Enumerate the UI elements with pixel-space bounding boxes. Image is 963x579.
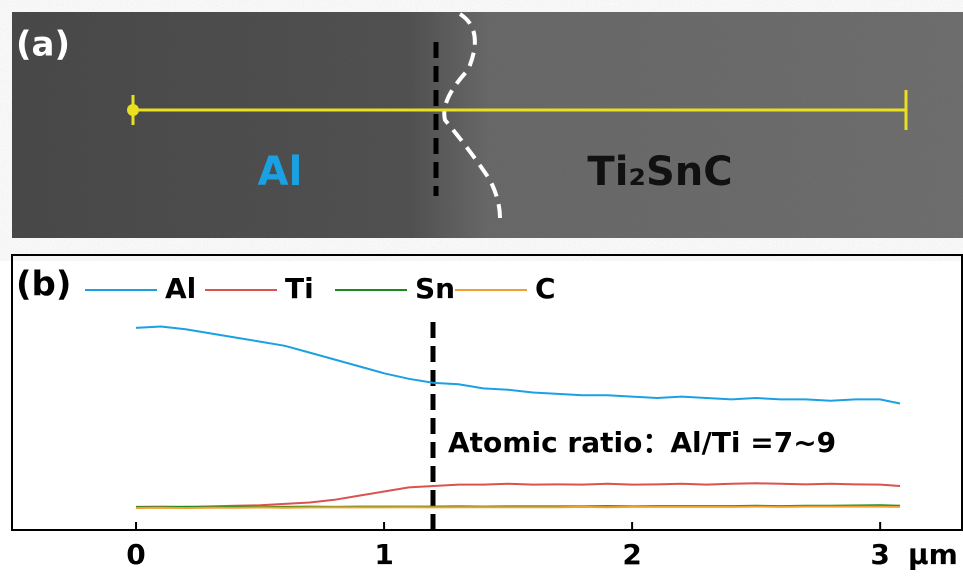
- x-tick-label: 2: [622, 538, 641, 571]
- legend-label: Al: [165, 272, 196, 305]
- plot-frame: [11, 254, 963, 531]
- phase-label: Ti₂SnC: [587, 149, 732, 195]
- sem-panel: (a) Al Ti₂SnC: [12, 12, 963, 238]
- series-line: [135, 325, 901, 405]
- legend-label: C: [535, 272, 556, 305]
- series-line: [135, 482, 901, 508]
- legend-label: Ti: [285, 272, 314, 305]
- annotation: Atomic ratio：Al/Ti =7~9: [448, 426, 836, 459]
- series-line: [135, 505, 901, 510]
- sem-image: [12, 12, 963, 238]
- panel-label: (a): [16, 25, 70, 65]
- scan-start: [127, 104, 139, 116]
- x-axis-label: μm: [908, 538, 958, 571]
- x-tick-label: 1: [374, 538, 393, 571]
- interface-curve: [442, 12, 502, 219]
- legend-label: Sn: [415, 272, 455, 305]
- panel-label: (b): [16, 265, 71, 305]
- x-tick-label: 3: [870, 538, 889, 571]
- x-tick-label: 0: [126, 538, 145, 571]
- phase-label: Al: [258, 149, 303, 195]
